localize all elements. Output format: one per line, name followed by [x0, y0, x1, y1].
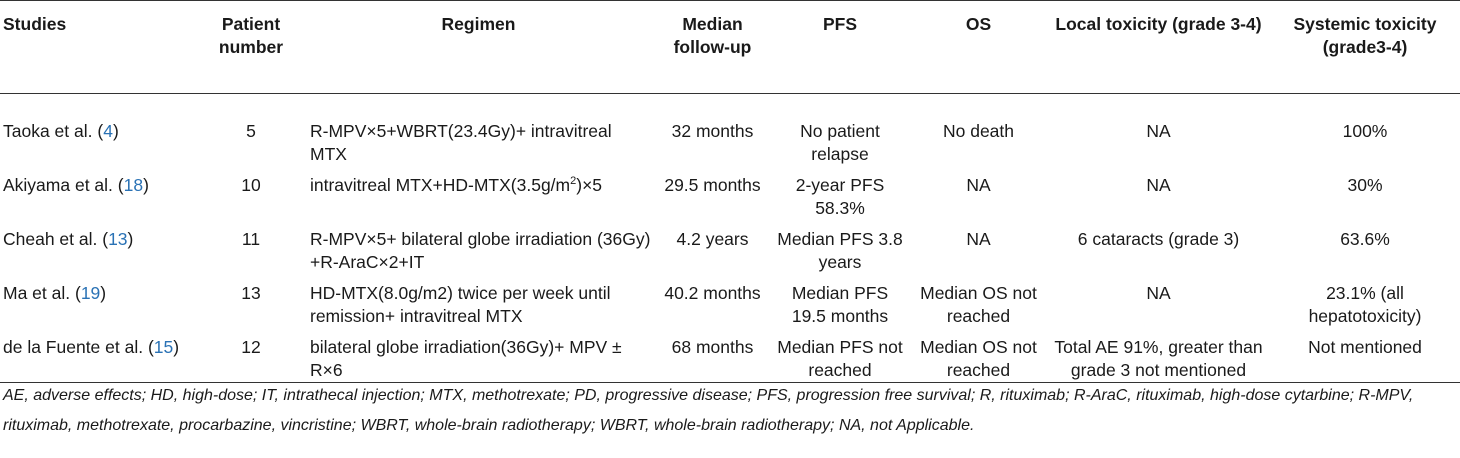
patient-number-cell: 11	[241, 229, 261, 249]
patient-number-cell: 5	[246, 121, 256, 141]
header-regimen: Regimen	[441, 14, 516, 34]
study-cell: Cheah et al. (13)	[0, 220, 200, 274]
table-row: Ma et al. (19) 13 HD-MTX(8.0g/m2) twice …	[0, 274, 1460, 328]
study-author-end: )	[100, 283, 107, 303]
study-cell: Akiyama et al. (18)	[0, 166, 200, 220]
follow-up-cell: 40.2 months	[664, 283, 761, 303]
patient-number-cell: 13	[241, 283, 261, 303]
header-systemic-toxicity: Systemic toxicity (grade3-4)	[1293, 14, 1437, 57]
os-cell: Median OS not reached	[920, 283, 1037, 326]
regimen-cell: intravitreal MTX+HD-MTX(3.5g/m2)×5	[302, 166, 655, 220]
header-pfs: PFS	[822, 14, 858, 34]
local-toxicity-cell: Total AE 91%, greater than grade 3 not m…	[1054, 337, 1263, 380]
follow-up-cell: 68 months	[671, 337, 754, 357]
regimen-cell: HD-MTX(8.0g/m2) twice per week until rem…	[310, 283, 611, 326]
regimen-cell: R-MPV×5+WBRT(23.4Gy)+ intravitreal MTX	[310, 121, 612, 164]
os-cell: NA	[966, 229, 991, 249]
header-median-follow-up: Median follow-up	[673, 14, 752, 57]
patient-number-cell: 12	[241, 337, 261, 357]
study-author: Cheah et al. (	[3, 229, 109, 249]
regimen-cell: bilateral globe irradiation(36Gy)+ MPV ±…	[310, 337, 622, 380]
study-author-end: )	[112, 121, 119, 141]
reference-link[interactable]: 13	[108, 229, 128, 249]
studies-table: Studies Patient number Regimen Median fo…	[0, 0, 1460, 383]
study-author: de la Fuente et al. (	[3, 337, 154, 357]
local-toxicity-cell: NA	[1146, 283, 1171, 303]
reference-link[interactable]: 19	[80, 283, 101, 303]
table-row: de la Fuente et al. (15) 12 bilateral gl…	[0, 328, 1460, 383]
systemic-toxicity-cell: 100%	[1342, 121, 1388, 141]
systemic-toxicity-cell: Not mentioned	[1308, 337, 1422, 357]
study-author: Taoka et al. (	[3, 121, 104, 141]
header-patient-number: Patient number	[218, 14, 284, 57]
regimen-cell: R-MPV×5+ bilateral globe irradiation (36…	[310, 229, 651, 272]
pfs-cell: No patient relapse	[800, 121, 880, 164]
os-cell: Median OS not reached	[920, 337, 1037, 380]
systemic-toxicity-cell: 63.6%	[1340, 229, 1390, 249]
header-local-toxicity: Local toxicity (grade 3-4)	[1055, 14, 1262, 34]
reference-link[interactable]: 4	[103, 121, 113, 141]
table-footnote: AE, adverse effects; HD, high-dose; IT, …	[3, 387, 1414, 434]
pfs-cell: Median PFS 3.8 years	[777, 229, 903, 272]
table-row: Akiyama et al. (18) 10 intravitreal MTX+…	[0, 166, 1460, 220]
local-toxicity-cell: NA	[1146, 175, 1171, 195]
study-author: Ma et al. (	[3, 283, 81, 303]
systemic-toxicity-cell: 30%	[1347, 175, 1383, 195]
pfs-cell: 2-year PFS 58.3%	[795, 175, 885, 218]
reference-link[interactable]: 18	[123, 175, 144, 195]
study-author-end: )	[173, 337, 180, 357]
reference-link[interactable]: 15	[153, 337, 174, 357]
local-toxicity-cell: NA	[1146, 121, 1171, 141]
pfs-cell: Median PFS 19.5 months	[791, 283, 889, 326]
header-row: Studies Patient number Regimen Median fo…	[0, 0, 1460, 94]
header-studies: Studies	[3, 14, 67, 34]
study-author-end: )	[127, 229, 134, 249]
study-cell: de la Fuente et al. (15)	[0, 328, 200, 383]
systemic-toxicity-cell: 23.1% (all hepatotoxicity)	[1308, 283, 1422, 326]
table-row: Taoka et al. (4) 5 R-MPV×5+WBRT(23.4Gy)+…	[0, 94, 1460, 167]
local-toxicity-cell: 6 cataracts (grade 3)	[1077, 229, 1240, 249]
header-os: OS	[965, 14, 992, 34]
table-row: Cheah et al. (13) 11 R-MPV×5+ bilateral …	[0, 220, 1460, 274]
superscript: 2	[570, 175, 577, 188]
study-author: Akiyama et al. (	[3, 175, 124, 195]
study-cell: Ma et al. (19)	[0, 274, 200, 328]
study-author-end: )	[143, 175, 149, 195]
follow-up-cell: 4.2 years	[676, 229, 749, 249]
pfs-cell: Median PFS not reached	[777, 337, 903, 380]
patient-number-cell: 10	[241, 175, 261, 195]
os-cell: No death	[942, 121, 1015, 141]
follow-up-cell: 29.5 months	[664, 175, 761, 195]
regimen-text: intravitreal MTX+HD-MTX(3.5g/m	[310, 175, 571, 195]
regimen-text-end: )×5	[576, 175, 603, 195]
study-cell: Taoka et al. (4)	[0, 94, 200, 167]
os-cell: NA	[966, 175, 991, 195]
follow-up-cell: 32 months	[671, 121, 754, 141]
